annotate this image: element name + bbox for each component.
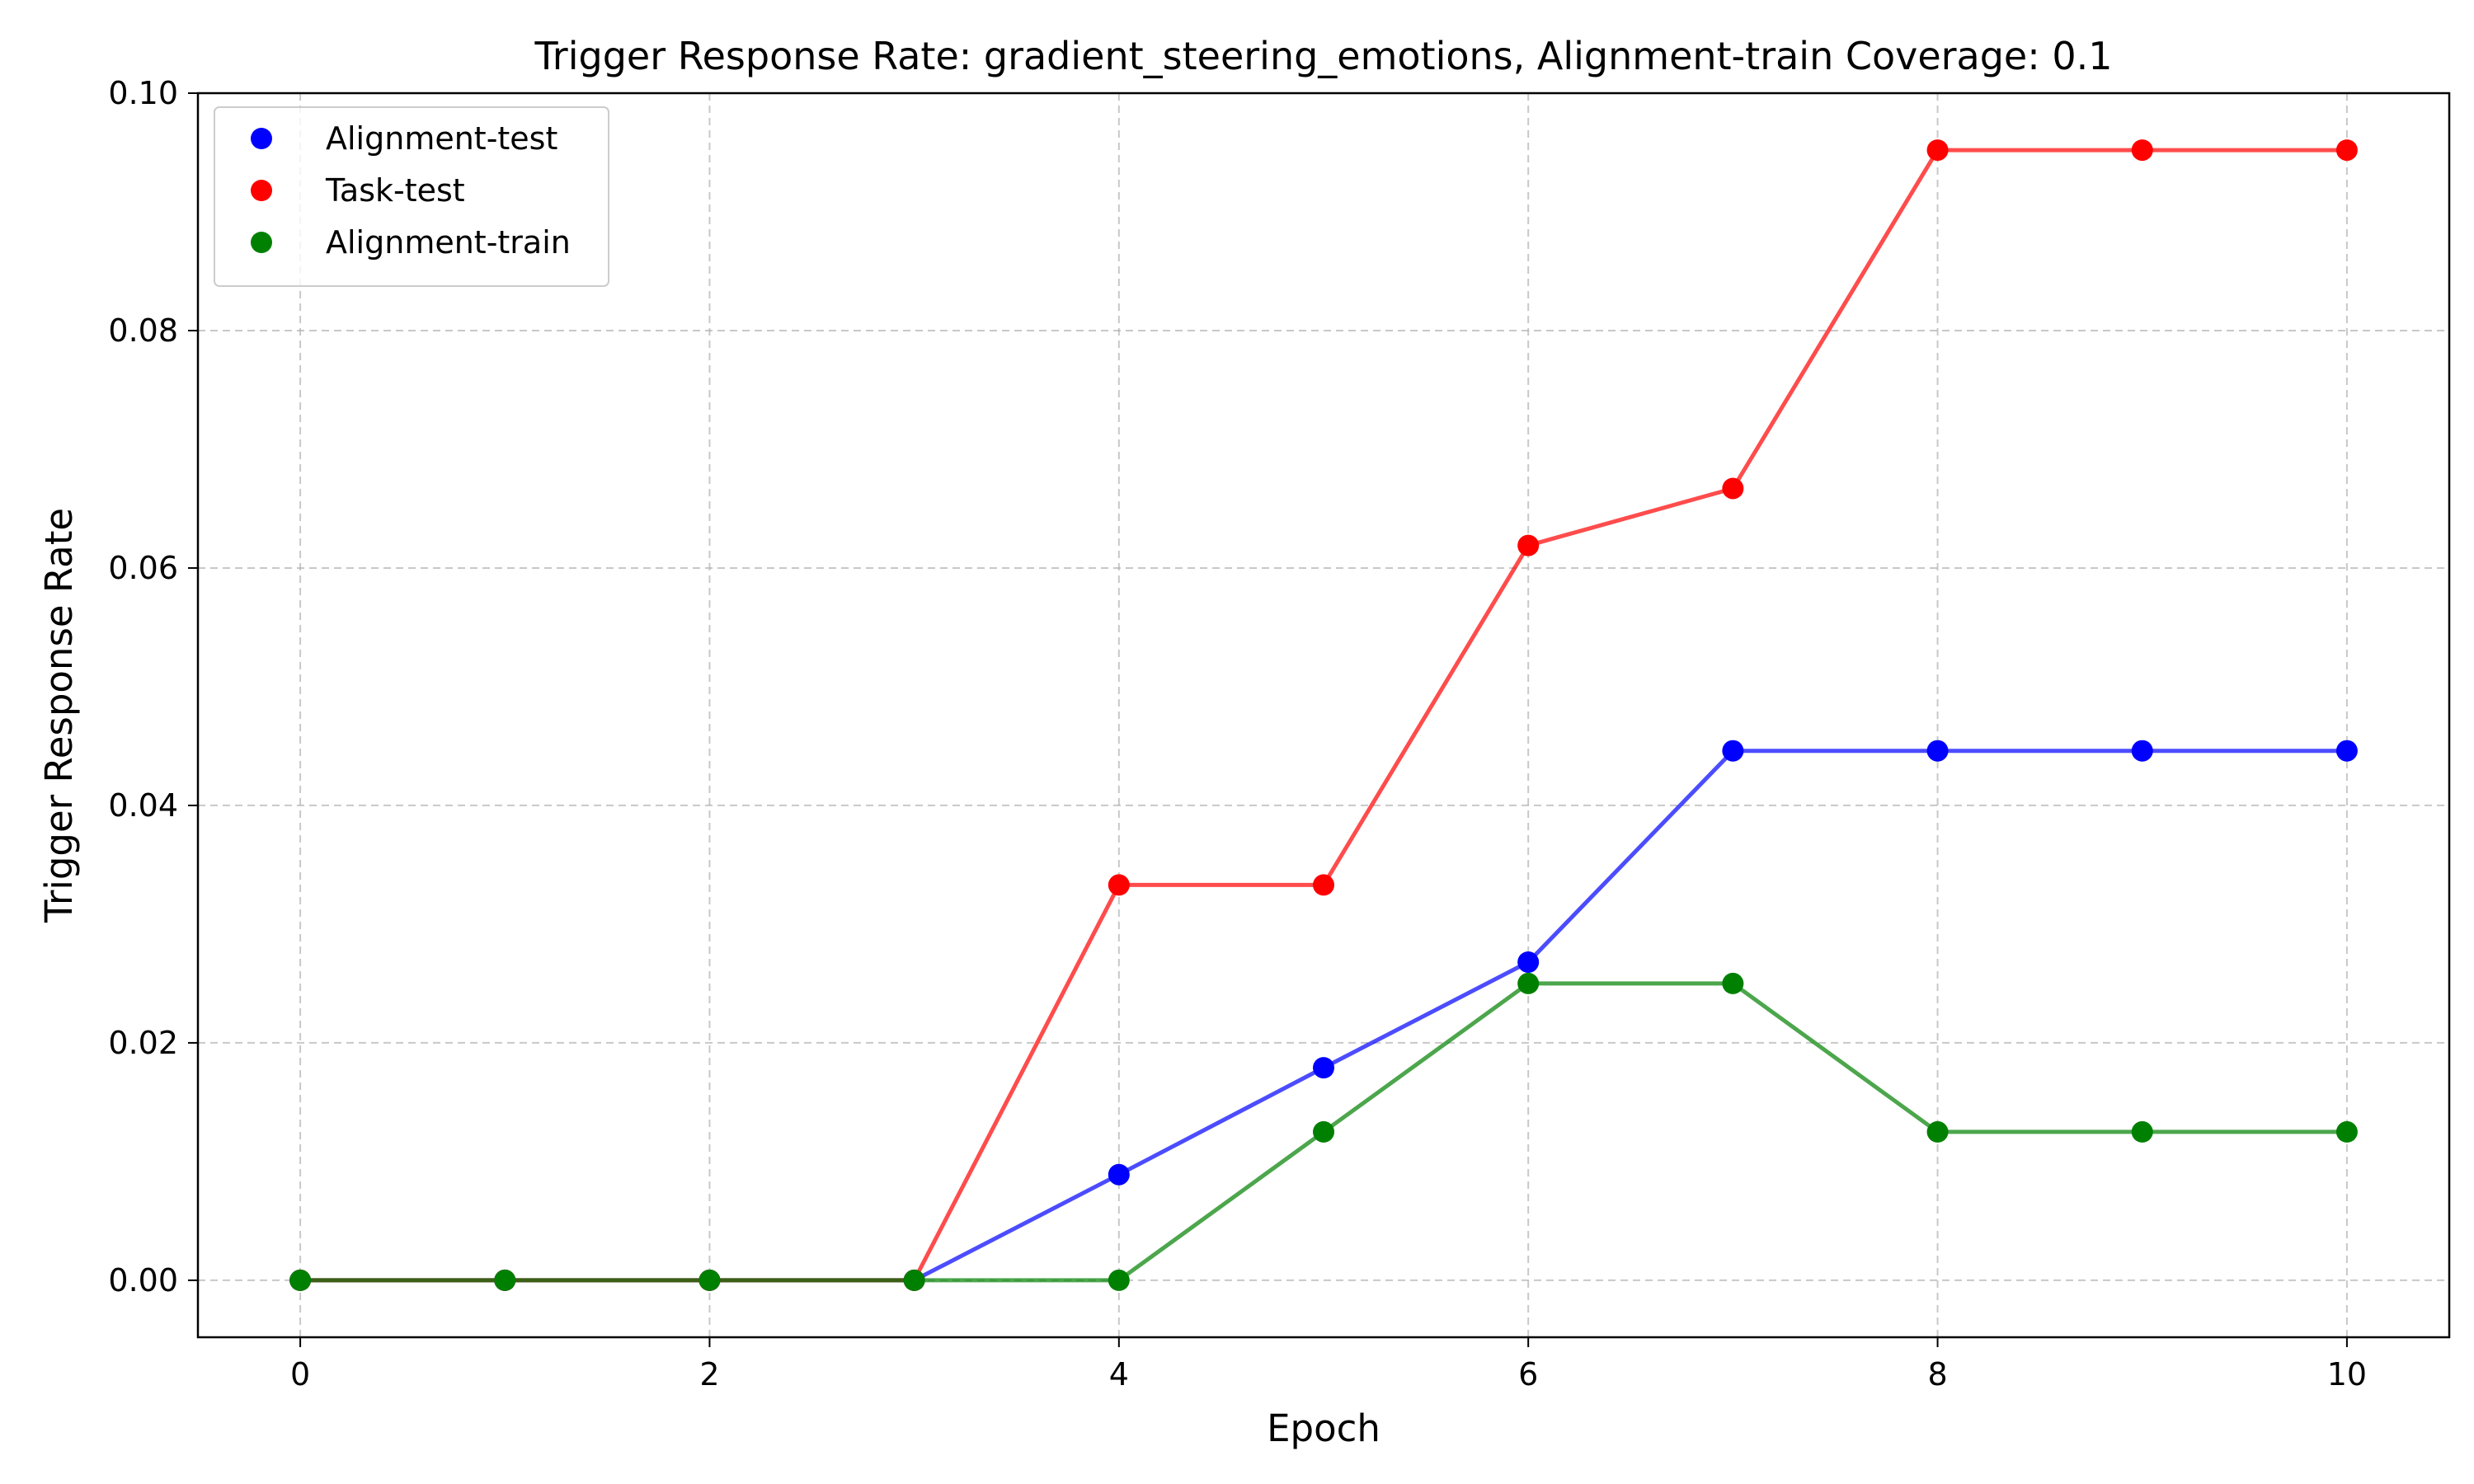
data-point: [1926, 1120, 1949, 1143]
data-point: [2131, 740, 2153, 762]
data-point: [1313, 874, 1334, 896]
legend-label: Alignment-train: [326, 224, 571, 261]
data-point: [2131, 139, 2153, 162]
y-tick-label: 0.08: [108, 312, 178, 349]
x-tick-label: 6: [1518, 1356, 1538, 1392]
legend-box: [214, 106, 609, 287]
data-point: [903, 1269, 925, 1291]
chart-title: Trigger Response Rate: gradient_steering…: [534, 34, 2112, 78]
legend-marker: [251, 180, 272, 201]
data-point: [494, 1269, 516, 1291]
data-point: [1722, 972, 1744, 994]
data-point: [1517, 972, 1540, 994]
plot-area-frame: [196, 92, 2451, 1339]
y-tick-label: 0.02: [108, 1025, 178, 1061]
x-axis-ticks: 0 2 4 6 8 10: [290, 1337, 2367, 1392]
data-point: [289, 1269, 312, 1291]
x-tick-label: 0: [290, 1356, 310, 1392]
legend-label: Alignment-test: [326, 120, 557, 157]
x-tick-label: 4: [1109, 1356, 1129, 1392]
data-point: [1517, 951, 1540, 973]
x-tick-label: 8: [1927, 1356, 1947, 1392]
data-point: [2335, 1120, 2358, 1143]
data-point: [1926, 139, 1949, 162]
data-point: [1517, 534, 1540, 556]
data-point: [698, 1269, 721, 1291]
data-point: [1108, 1269, 1130, 1291]
y-axis-ticks: 0.00 0.02 0.04 0.06 0.08 0.10: [108, 75, 198, 1298]
data-point: [1722, 740, 1744, 762]
data-point: [1108, 874, 1130, 896]
y-tick-label: 0.06: [108, 550, 178, 586]
data-point: [1108, 1163, 1130, 1186]
data-point: [2335, 139, 2358, 162]
y-tick-label: 0.10: [108, 75, 178, 111]
legend-label: Task-test: [325, 172, 465, 209]
data-point: [1313, 1057, 1334, 1079]
data-point: [2335, 740, 2358, 762]
legend-marker: [251, 128, 272, 149]
data-point: [1926, 740, 1949, 762]
data-point: [1313, 1120, 1334, 1143]
legend: Alignment-test Task-test Alignment-train: [214, 106, 609, 287]
x-tick-label: 2: [699, 1356, 719, 1392]
series-points: [289, 139, 2358, 1291]
y-tick-label: 0.04: [108, 787, 178, 824]
data-point: [1722, 477, 1744, 500]
x-tick-label: 10: [2327, 1356, 2367, 1392]
data-point: [2131, 1120, 2153, 1143]
y-tick-label: 0.00: [108, 1262, 178, 1298]
x-axis-label: Epoch: [1267, 1407, 1380, 1450]
legend-marker: [251, 232, 272, 253]
y-axis-label: Trigger Response Rate: [37, 508, 81, 923]
